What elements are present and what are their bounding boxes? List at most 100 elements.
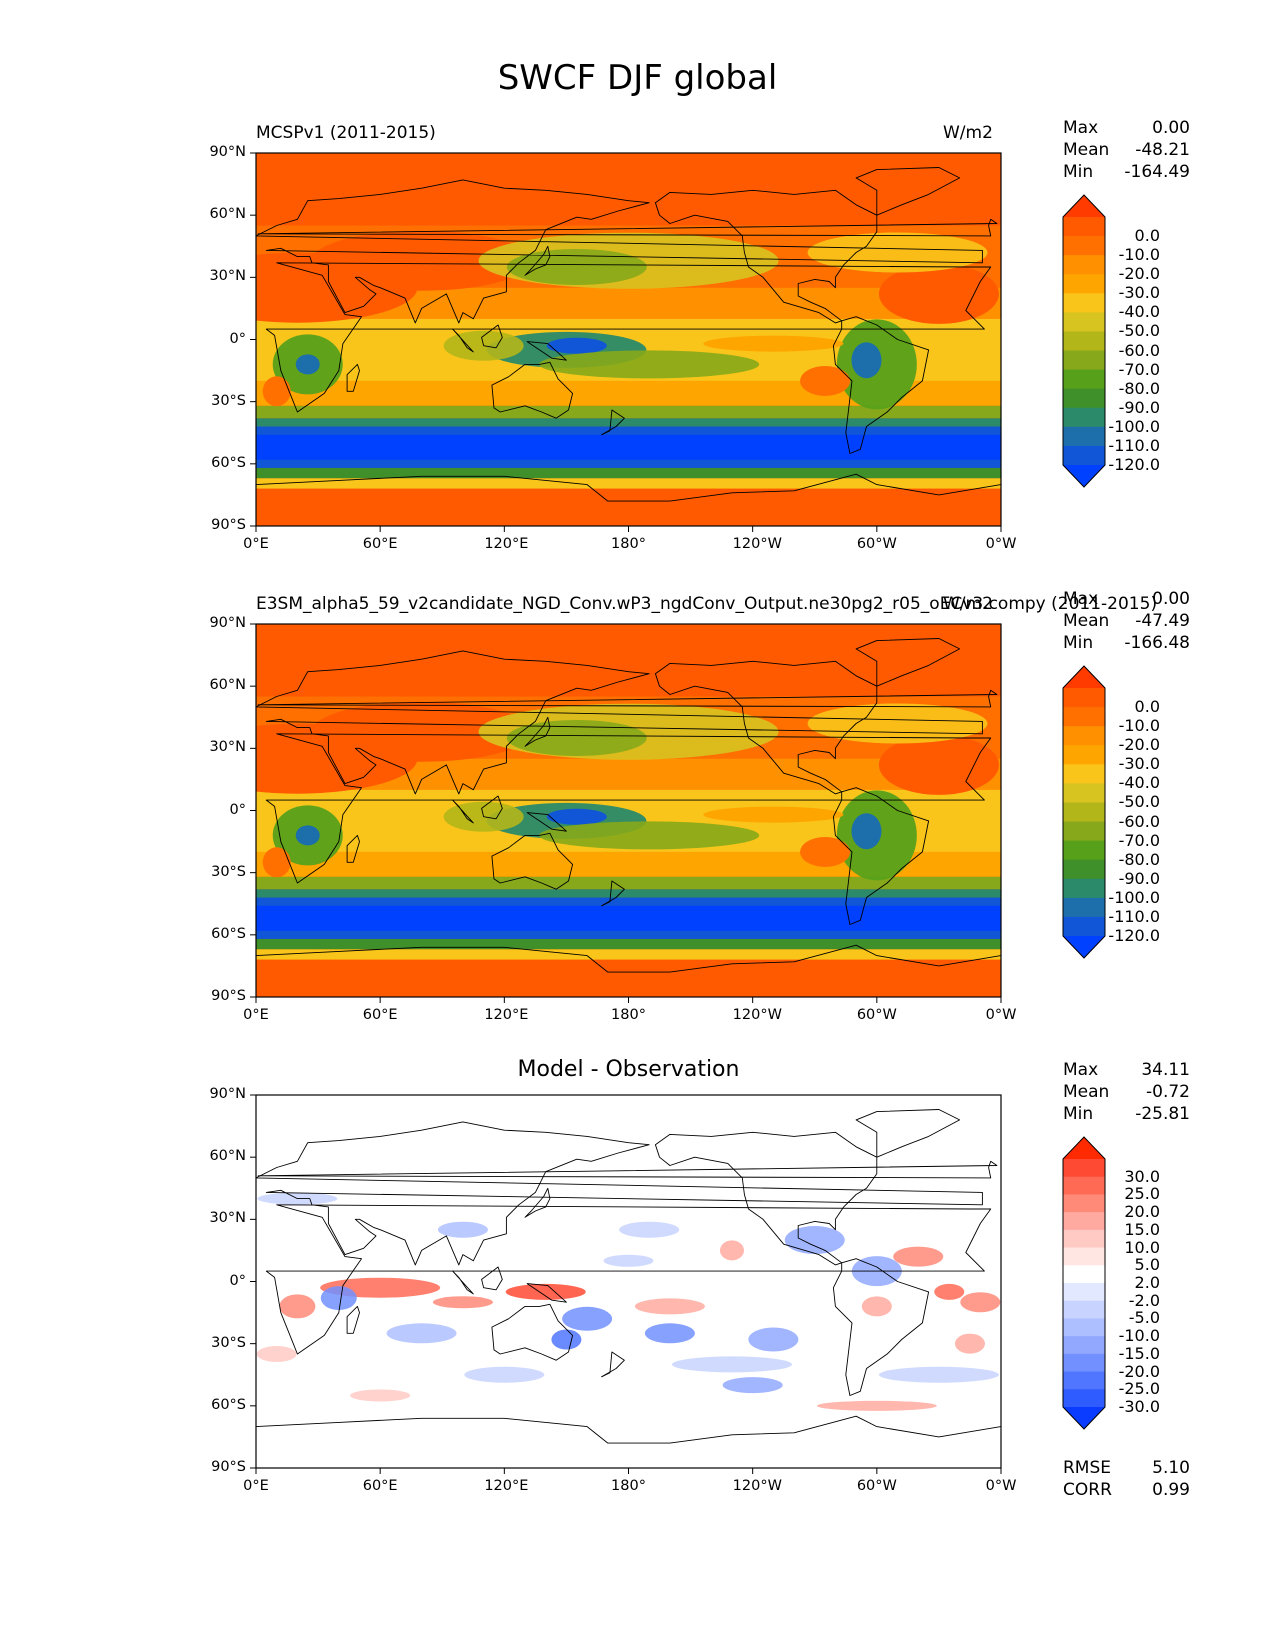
y-tick-label: 30°S <box>211 392 246 409</box>
coastline <box>256 179 983 324</box>
colorbar-swatch <box>1063 726 1105 746</box>
warm-pool-core <box>546 808 607 825</box>
coastline <box>524 716 551 747</box>
colorbar-swatch <box>1063 1283 1105 1302</box>
colorbar-swatch <box>1063 1176 1105 1195</box>
diff-blob <box>437 1221 488 1238</box>
x-tick-label: 0°E <box>243 1007 269 1023</box>
diff-blob <box>464 1366 545 1383</box>
coastline <box>601 880 625 907</box>
panel-units: W/m2 <box>943 123 993 143</box>
stat-value: 5.10 <box>1152 1458 1190 1478</box>
coastlines <box>256 167 1001 526</box>
colorbar-label: -30.0 <box>1118 1397 1160 1416</box>
coastline <box>257 1160 998 1179</box>
colorbar-label: -90.0 <box>1118 868 1160 888</box>
panel-units: W/m2 <box>943 594 993 614</box>
colorbar-swatch <box>1063 1229 1105 1249</box>
y-tick-label: 90°S <box>211 517 246 533</box>
colorbar-label: -10.0 <box>1118 1326 1160 1346</box>
x-tick-label: 0°W <box>985 1007 1017 1023</box>
coastline <box>654 660 878 795</box>
coastline <box>481 795 503 820</box>
coastline <box>346 363 360 392</box>
coastline <box>256 1121 983 1266</box>
diff-blob <box>893 1246 944 1267</box>
colorbar-label: 5.0 <box>1134 1255 1160 1275</box>
y-tick-label: 90°N <box>209 1086 246 1102</box>
colorbar-extend-max <box>1063 195 1105 217</box>
diff-blob <box>320 1286 357 1311</box>
colorbar-swatch <box>1063 1265 1105 1284</box>
colorbar-swatch <box>1063 274 1105 294</box>
southern-ocean-core <box>256 905 1001 931</box>
coastline <box>256 944 1001 997</box>
y-tick-label: 30°S <box>211 863 246 880</box>
stat-value: 0.00 <box>1152 118 1190 138</box>
diff-blob <box>256 1346 297 1363</box>
stat-value: -48.21 <box>1135 140 1190 160</box>
colorbar-label: 20.0 <box>1124 1202 1160 1222</box>
coastline <box>257 218 998 237</box>
colorbar-swatch <box>1063 1336 1105 1355</box>
y-tick-label: 90°S <box>211 988 246 1004</box>
field-band <box>256 418 1001 427</box>
y-tick-label: 90°N <box>209 615 246 631</box>
coastline <box>265 262 992 413</box>
colorbar-label: -100.0 <box>1108 416 1160 436</box>
coastline <box>265 1204 992 1355</box>
x-tick-label: 120°W <box>732 536 782 552</box>
colorbar-extend-max <box>1063 1137 1105 1159</box>
stat-label: Min <box>1063 1104 1094 1124</box>
atlantic-dry <box>878 263 999 324</box>
colorbar-label: -110.0 <box>1108 435 1160 455</box>
contour-field <box>256 1095 1001 1468</box>
diff-blob <box>634 1298 705 1315</box>
coastline <box>346 1305 360 1334</box>
colorbar-swatch <box>1063 745 1105 765</box>
y-tick-label: 30°N <box>209 1210 246 1227</box>
x-tick-label: 60°E <box>362 1478 398 1494</box>
y-tick-label: 30°S <box>211 1334 246 1351</box>
colorbar-label: -100.0 <box>1108 887 1160 907</box>
colorbar-label: -2.0 <box>1128 1290 1160 1310</box>
colorbar-swatch <box>1063 1353 1105 1373</box>
colorbar-label: -20.0 <box>1118 1361 1160 1381</box>
colorbar-swatch <box>1063 916 1105 937</box>
diff-blob <box>279 1294 316 1319</box>
colorbar-label: -10.0 <box>1118 245 1160 265</box>
colorbar-swatch <box>1063 802 1105 823</box>
diff-blob <box>603 1254 654 1267</box>
diff-blob <box>954 1333 985 1354</box>
coastline <box>601 1351 625 1378</box>
stat-value: 0.99 <box>1152 1480 1190 1500</box>
stat-value: 0.00 <box>1152 589 1190 609</box>
spcz <box>539 821 760 850</box>
stat-label: CORR <box>1063 1480 1112 1500</box>
stat-label: Min <box>1063 162 1094 182</box>
southern-ocean-core <box>256 434 1001 460</box>
asia-dry <box>311 230 532 291</box>
diff-blob <box>748 1327 799 1352</box>
colorbar-label: -50.0 <box>1118 792 1160 812</box>
colorbar-label: -5.0 <box>1128 1308 1160 1328</box>
map-panel <box>250 623 1002 1003</box>
y-tick-label: 60°S <box>211 454 246 471</box>
colorbar-label: -50.0 <box>1118 321 1160 341</box>
colorbar-swatch <box>1063 688 1105 708</box>
field-band <box>256 488 1001 526</box>
colorbar-label: 25.0 <box>1124 1184 1160 1204</box>
colorbar-swatch <box>1063 764 1105 784</box>
colorbar-label: -25.0 <box>1118 1379 1160 1399</box>
map-panel <box>250 152 1002 532</box>
colorbar-swatch <box>1063 255 1105 275</box>
colorbar-swatch <box>1063 426 1105 447</box>
x-tick-label: 180° <box>611 536 646 552</box>
colorbar-label: -110.0 <box>1108 906 1160 926</box>
field-band <box>256 405 1001 419</box>
x-tick-label: 0°W <box>985 536 1017 552</box>
colorbar-swatch <box>1063 236 1105 256</box>
coastline <box>524 245 551 276</box>
coastline <box>452 328 474 353</box>
y-tick-label: 90°S <box>211 1459 246 1475</box>
